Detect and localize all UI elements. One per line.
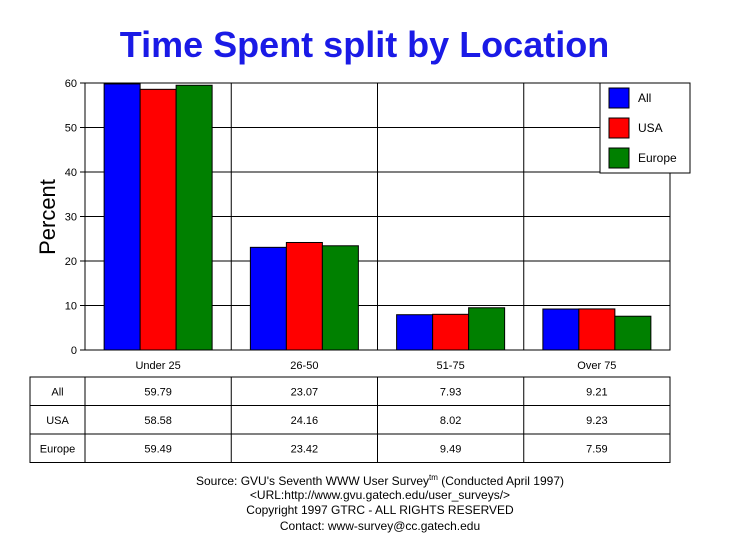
- chart-title: Time Spent split by Location: [119, 24, 610, 65]
- y-tick-label: 50: [65, 123, 77, 135]
- y-tick-label: 20: [65, 256, 77, 268]
- axes: 0 10 20 30 40 50 60 Percent Under 25 26-50 51-75 Ov…: [35, 78, 671, 372]
- bars: [103, 83, 652, 351]
- bar-europe-0: [175, 84, 213, 351]
- table-cell: 24.16: [291, 415, 319, 427]
- table-row-header: All: [51, 386, 63, 398]
- contact-email[interactable]: Contact: www-survey@cc.gatech.edu: [279, 519, 481, 533]
- table-cell: 23.42: [291, 443, 319, 455]
- legend-swatch-all: [608, 87, 630, 109]
- table-cell: 59.49: [144, 443, 172, 455]
- bar-all-1: [249, 246, 287, 351]
- source-line: Source: GVU's Seventh WWW User Surveytm …: [140, 473, 620, 488]
- y-tick-label: 60: [65, 78, 77, 90]
- y-axis-label: Percent: [35, 179, 60, 255]
- table-cell: 8.02: [440, 415, 461, 427]
- legend-label-all: All: [638, 91, 651, 105]
- legend: All USA Europe: [599, 82, 691, 174]
- table-frame: [29, 376, 671, 463]
- legend-swatch-usa: [608, 117, 630, 139]
- table-cell: 58.58: [144, 415, 172, 427]
- x-tick-label: Under 25: [135, 360, 180, 372]
- source-text: Source: GVU's Seventh WWW User Survey: [196, 474, 430, 488]
- y-tick-label: 10: [65, 301, 77, 313]
- table-cell: 9.21: [586, 386, 607, 398]
- bar-all-3: [542, 308, 580, 351]
- y-tick-label: 0: [71, 345, 77, 357]
- x-tick-label: Over 75: [577, 360, 616, 372]
- table-cell: 7.93: [440, 386, 461, 398]
- table-cell: 23.07: [291, 386, 319, 398]
- table-row-header: USA: [46, 415, 69, 427]
- x-tick-label: 26-50: [290, 360, 318, 372]
- bar-all-2: [396, 314, 434, 351]
- table-cell: 7.59: [586, 443, 607, 455]
- table-cell: 9.23: [586, 415, 607, 427]
- y-tick-label: 40: [65, 167, 77, 179]
- plot-frame: [84, 82, 671, 351]
- bar-europe-1: [321, 245, 359, 351]
- trademark-mark: tm: [429, 473, 438, 482]
- table-cell: 9.49: [440, 443, 461, 455]
- bar-usa-3: [578, 308, 616, 351]
- bar-europe-3: [614, 315, 652, 351]
- data-table: All 59.79 23.07 7.93 9.21 USA 58.58 24.16 8.02 9.…: [29, 376, 671, 463]
- table-row-header: Europe: [40, 443, 75, 455]
- source-conducted: (Conducted April 1997): [437, 474, 564, 488]
- bar-usa-1: [285, 241, 323, 351]
- bar-usa-0: [139, 88, 177, 351]
- copyright-text: Copyright 1997 GTRC - ALL RIGHTS RESERVE…: [246, 503, 514, 517]
- source-url[interactable]: <URL:http://www.gvu.gatech.edu/user_surv…: [249, 488, 511, 502]
- bar-europe-2: [468, 307, 506, 351]
- table-cell: 59.79: [144, 386, 172, 398]
- y-tick-label: 30: [65, 212, 77, 224]
- legend-swatch-europe: [608, 147, 630, 169]
- legend-label-usa: USA: [638, 121, 663, 135]
- bar-all-0: [103, 83, 141, 351]
- legend-label-europe: Europe: [638, 151, 677, 165]
- x-tick-label: 51-75: [437, 360, 465, 372]
- bar-usa-2: [432, 313, 470, 351]
